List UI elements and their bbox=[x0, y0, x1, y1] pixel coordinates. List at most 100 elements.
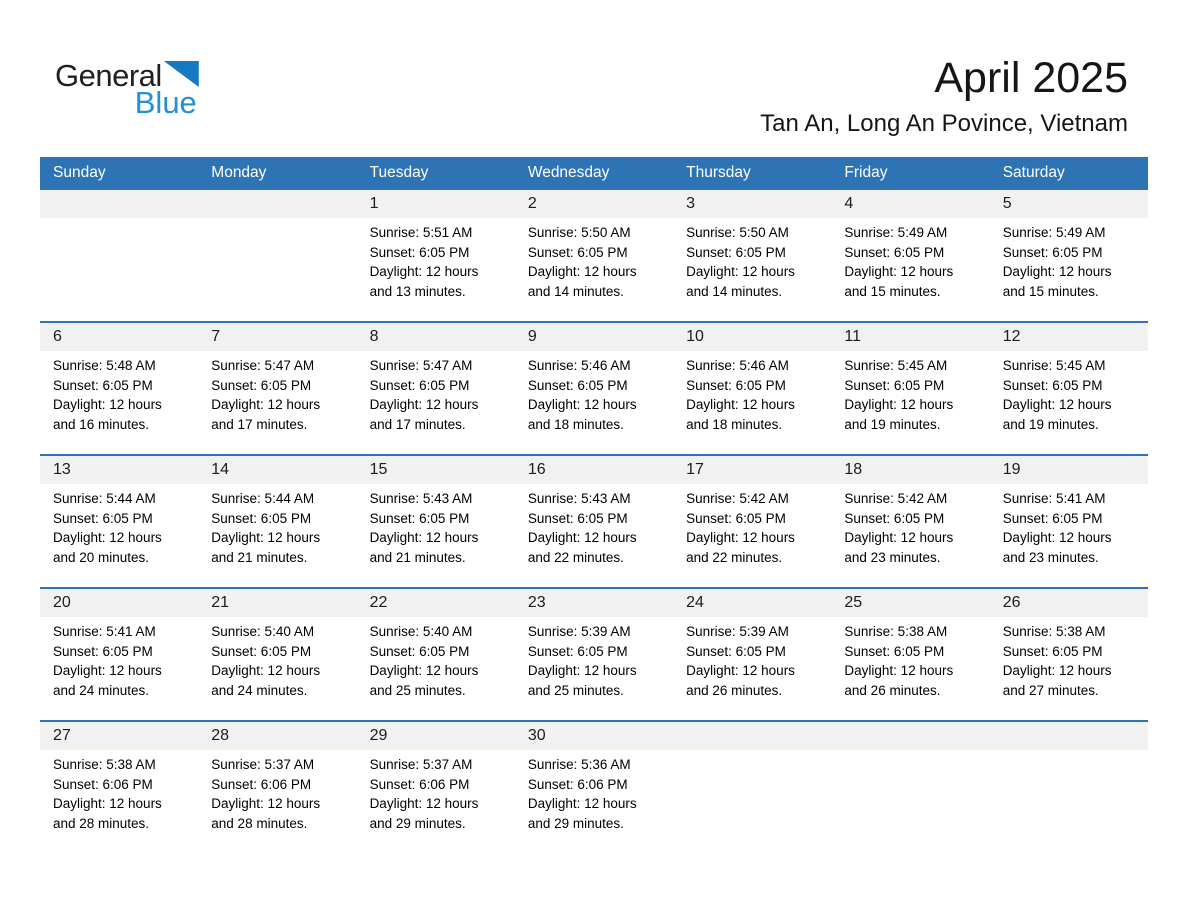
day-number-5: 5 bbox=[1002, 195, 1012, 212]
general-blue-logo: General Blue bbox=[55, 60, 199, 118]
day-info-line: Sunrise: 5:51 AM bbox=[369, 225, 473, 240]
day-cell-2: Sunrise: 5:50 AM Sunset: 6:05 PM Daylight:… bbox=[515, 218, 673, 301]
week-body: Sunrise: 5:48 AM Sunset: 6:05 PM Daylight:… bbox=[40, 351, 1148, 434]
day-info-line: Sunset: 6:05 PM bbox=[527, 244, 628, 260]
day-cell-18: Sunrise: 5:42 AM Sunset: 6:05 PM Daylight:… bbox=[831, 484, 989, 567]
day-info-line: and 14 minutes. bbox=[686, 283, 783, 299]
day-number-19: 19 bbox=[1002, 461, 1021, 478]
day-number-28: 28 bbox=[211, 727, 230, 744]
day-info-line: Daylight: 12 hours bbox=[844, 397, 954, 412]
empty-day-cell bbox=[673, 750, 831, 833]
day-info-line: Daylight: 12 hours bbox=[527, 530, 637, 545]
day-cell-15: Sunrise: 5:43 AM Sunset: 6:05 PM Daylight:… bbox=[357, 484, 515, 567]
day-info-line: Daylight: 12 hours bbox=[369, 264, 479, 279]
day-info-line: and 28 minutes. bbox=[53, 815, 150, 831]
day-info-line: Sunset: 6:05 PM bbox=[1002, 510, 1103, 526]
day-info-line: Sunrise: 5:44 AM bbox=[211, 491, 315, 506]
day-cell-29: Sunrise: 5:37 AM Sunset: 6:06 PM Daylight:… bbox=[357, 750, 515, 833]
day-info-line: and 29 minutes. bbox=[369, 815, 466, 831]
day-info-line: Sunset: 6:05 PM bbox=[53, 510, 153, 526]
day-info-line: and 24 minutes. bbox=[211, 682, 308, 698]
day-info-line: and 13 minutes. bbox=[369, 283, 466, 299]
week-row-1: 1 2 3 4 5 Sunrise: 5:51 AM Sunset: 6:05 PM Dayl… bbox=[40, 188, 1148, 321]
day-cell-20: Sunrise: 5:41 AM Sunset: 6:05 PM Daylight:… bbox=[40, 617, 198, 700]
day-number-9: 9 bbox=[527, 328, 537, 345]
empty-day-cell bbox=[990, 750, 1148, 833]
day-info-line: Sunset: 6:06 PM bbox=[211, 776, 312, 792]
day-number-3: 3 bbox=[686, 195, 696, 212]
day-cell-21: Sunrise: 5:40 AM Sunset: 6:05 PM Daylight:… bbox=[198, 617, 356, 700]
day-info-line: Sunrise: 5:36 AM bbox=[527, 757, 631, 772]
day-number-21: 21 bbox=[211, 594, 230, 611]
day-info-line: Daylight: 12 hours bbox=[527, 796, 637, 811]
day-info-line: Sunset: 6:05 PM bbox=[369, 643, 470, 659]
day-info-line: and 24 minutes. bbox=[53, 682, 150, 698]
day-number-4: 4 bbox=[844, 195, 854, 212]
day-info-line: and 15 minutes. bbox=[844, 283, 941, 299]
day-info-line: Sunset: 6:05 PM bbox=[686, 244, 786, 260]
day-info-line: Sunset: 6:05 PM bbox=[1002, 377, 1103, 393]
day-cell-22: Sunrise: 5:40 AM Sunset: 6:05 PM Daylight:… bbox=[357, 617, 515, 700]
day-info-line: Sunset: 6:05 PM bbox=[527, 643, 628, 659]
day-info-line: and 16 minutes. bbox=[53, 416, 150, 432]
day-cell-5: Sunrise: 5:49 AM Sunset: 6:05 PM Daylight:… bbox=[990, 218, 1148, 301]
day-info-line: Sunset: 6:05 PM bbox=[211, 643, 312, 659]
day-info-line: Sunset: 6:05 PM bbox=[211, 377, 312, 393]
day-info-line: Daylight: 12 hours bbox=[844, 663, 954, 678]
day-info-line: Daylight: 12 hours bbox=[53, 397, 162, 412]
day-info-line: and 17 minutes. bbox=[211, 416, 308, 432]
day-info-line: and 26 minutes. bbox=[686, 682, 783, 698]
day-info-line: and 15 minutes. bbox=[1002, 283, 1099, 299]
day-info-line: and 17 minutes. bbox=[369, 416, 466, 432]
day-info-line: and 18 minutes. bbox=[686, 416, 783, 432]
day-number-10: 10 bbox=[686, 328, 704, 345]
day-info-line: Sunrise: 5:37 AM bbox=[369, 757, 473, 772]
day-info-line: and 23 minutes. bbox=[844, 549, 941, 565]
day-info-line: Daylight: 12 hours bbox=[686, 530, 795, 545]
day-number-18: 18 bbox=[844, 461, 863, 478]
day-number-12: 12 bbox=[1002, 328, 1021, 345]
day-number-13: 13 bbox=[53, 461, 71, 478]
day-info-line: and 19 minutes. bbox=[844, 416, 941, 432]
day-number-22: 22 bbox=[369, 594, 388, 611]
day-cell-4: Sunrise: 5:49 AM Sunset: 6:05 PM Daylight:… bbox=[831, 218, 989, 301]
day-info-line: Sunset: 6:05 PM bbox=[211, 510, 312, 526]
empty-day-cell bbox=[198, 218, 356, 301]
day-cell-27: Sunrise: 5:38 AM Sunset: 6:06 PM Daylight:… bbox=[40, 750, 198, 833]
logo-triangle-icon bbox=[163, 61, 199, 87]
day-info-line: Daylight: 12 hours bbox=[211, 397, 321, 412]
day-cell-1: Sunrise: 5:51 AM Sunset: 6:05 PM Daylight:… bbox=[357, 218, 515, 301]
day-info-line: Sunrise: 5:42 AM bbox=[686, 491, 789, 506]
week-body: Sunrise: 5:38 AM Sunset: 6:06 PM Daylight:… bbox=[40, 750, 1148, 833]
day-number-23: 23 bbox=[527, 594, 546, 611]
day-cell-19: Sunrise: 5:41 AM Sunset: 6:05 PM Daylight:… bbox=[990, 484, 1148, 567]
day-info-line: Sunset: 6:05 PM bbox=[369, 244, 470, 260]
day-info-line: and 29 minutes. bbox=[527, 815, 624, 831]
day-number-1: 1 bbox=[369, 195, 379, 212]
empty-day-cell bbox=[831, 750, 989, 833]
day-info-line: and 18 minutes. bbox=[527, 416, 624, 432]
day-info-line: Daylight: 12 hours bbox=[844, 530, 954, 545]
day-info-line: and 23 minutes. bbox=[1002, 549, 1099, 565]
day-cell-6: Sunrise: 5:48 AM Sunset: 6:05 PM Daylight:… bbox=[40, 351, 198, 434]
calendar-table: Sunday Monday Tuesday Wednesday Thursday Frid… bbox=[40, 157, 1148, 853]
day-info-line: and 14 minutes. bbox=[527, 283, 624, 299]
day-info-line: Sunrise: 5:46 AM bbox=[686, 358, 789, 373]
empty-day-cell bbox=[40, 218, 198, 301]
day-info-line: and 21 minutes. bbox=[369, 549, 466, 565]
day-info-line: Daylight: 12 hours bbox=[53, 796, 162, 811]
weekday-header-row: Sunday Monday Tuesday Wednesday Thursday Frid… bbox=[40, 157, 1148, 188]
day-info-line: Daylight: 12 hours bbox=[686, 663, 795, 678]
week-row-3: 13 14 15 16 17 18 19 Sunrise: 5:44 AM Sunset: 6:… bbox=[40, 454, 1148, 587]
day-number-strip: 13 14 15 16 17 18 19 bbox=[40, 456, 1148, 484]
day-info-line: Sunset: 6:05 PM bbox=[53, 377, 153, 393]
week-row-4: 20 21 22 23 24 25 26 Sunrise: 5:41 AM Sunset: 6:… bbox=[40, 587, 1148, 720]
day-info-line: and 26 minutes. bbox=[844, 682, 941, 698]
day-info-line: Sunset: 6:06 PM bbox=[53, 776, 153, 792]
day-info-line: Daylight: 12 hours bbox=[211, 663, 321, 678]
day-info-line: Sunrise: 5:38 AM bbox=[53, 757, 156, 772]
day-cell-17: Sunrise: 5:42 AM Sunset: 6:05 PM Daylight:… bbox=[673, 484, 831, 567]
day-number-20: 20 bbox=[53, 594, 71, 611]
day-info-line: Sunrise: 5:42 AM bbox=[844, 491, 948, 506]
weekday-header-wednesday: Wednesday bbox=[527, 163, 610, 181]
